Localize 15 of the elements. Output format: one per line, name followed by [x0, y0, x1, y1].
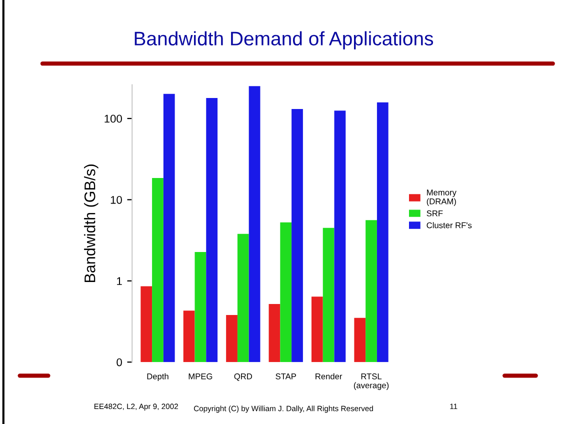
x-tick-label: STAP: [276, 373, 296, 380]
y-axis-title: Bandwidth (GB/s): [84, 164, 98, 282]
y-tick-label: 10: [110, 196, 122, 204]
y-tick-label: 1: [117, 277, 122, 285]
x-tick-label: RTSL (average): [354, 373, 389, 390]
y-tick-label: 0: [116, 358, 122, 366]
legend-label: Memory (DRAM): [426, 190, 456, 206]
x-tick-label: MPEG: [188, 373, 212, 380]
x-tick-label: QRD: [234, 373, 252, 381]
legend-label: Cluster RF's: [426, 222, 472, 228]
chart-title: Bandwidth Demand of Applications: [134, 31, 434, 50]
y-tick-label: 100: [104, 114, 122, 123]
x-tick-label: Render: [316, 373, 342, 380]
legend-label: SRF: [426, 210, 443, 216]
x-tick-label: Depth: [147, 373, 168, 381]
